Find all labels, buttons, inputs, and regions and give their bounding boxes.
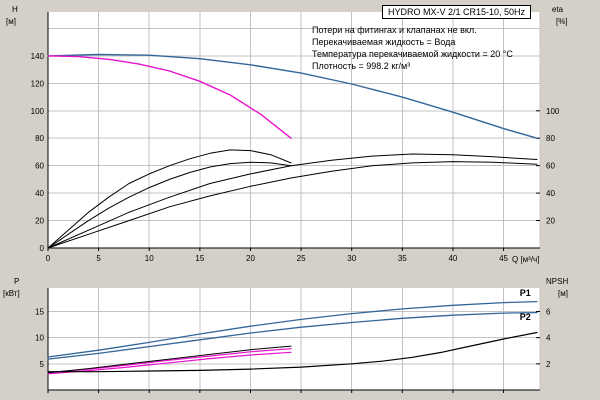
svg-text:60: 60	[35, 162, 44, 171]
svg-text:5: 5	[96, 254, 101, 263]
svg-text:10: 10	[145, 254, 154, 263]
svg-text:20: 20	[35, 217, 44, 226]
svg-text:[м]: [м]	[558, 289, 568, 298]
svg-text:P2: P2	[520, 312, 531, 322]
annotation-losses: Потери на фитингах и клапанах не вкл.	[312, 25, 477, 35]
svg-text:5: 5	[40, 360, 45, 369]
svg-text:100: 100	[31, 107, 45, 116]
svg-text:15: 15	[35, 308, 44, 317]
svg-text:2: 2	[546, 360, 551, 369]
svg-text:[кВт]: [кВт]	[3, 289, 20, 298]
annotation-temperature: Температура перекачиваемой жидкости = 20…	[312, 49, 513, 59]
svg-text:[м]: [м]	[6, 17, 16, 26]
svg-text:6: 6	[546, 308, 551, 317]
svg-text:4: 4	[546, 334, 551, 343]
svg-text:15: 15	[195, 254, 204, 263]
svg-text:100: 100	[546, 107, 560, 116]
svg-text:eta: eta	[552, 5, 564, 14]
svg-text:40: 40	[448, 254, 457, 263]
power-npsh-chart: 5 10 15 2 4 6 P [кВт] NPSH [м] P1 P2	[3, 277, 568, 393]
svg-text:NPSH: NPSH	[546, 277, 568, 286]
annotation-liquid: Перекачиваемая жидкость = Вода	[312, 37, 456, 47]
svg-text:10: 10	[35, 334, 44, 343]
annotation-density: Плотность = 998.2 кг/м³	[312, 61, 411, 71]
svg-text:P1: P1	[520, 288, 531, 298]
svg-text:45: 45	[499, 254, 508, 263]
head-efficiency-chart: 0 20 40 60 80 100 120 140 20 40 60 80 100 0 5 10 15 20 25 3…	[6, 5, 568, 264]
svg-text:0: 0	[40, 244, 45, 253]
svg-text:80: 80	[546, 134, 555, 143]
svg-text:140: 140	[31, 52, 45, 61]
chart-annotations: Потери на фитингах и клапанах не вкл. Пе…	[312, 24, 513, 72]
svg-text:40: 40	[35, 189, 44, 198]
svg-text:35: 35	[398, 254, 407, 263]
pump-title-box: HYDRO MX-V 2/1 CR15-10, 50Hz	[382, 5, 532, 19]
svg-text:P: P	[14, 277, 19, 286]
svg-text:25: 25	[297, 254, 306, 263]
svg-text:20: 20	[246, 254, 255, 263]
svg-text:H: H	[12, 5, 18, 14]
svg-text:120: 120	[31, 79, 45, 88]
svg-text:Q [м³/ч]: Q [м³/ч]	[512, 255, 539, 264]
svg-text:[%]: [%]	[556, 17, 568, 26]
svg-text:80: 80	[35, 134, 44, 143]
svg-text:30: 30	[347, 254, 356, 263]
svg-text:0: 0	[46, 254, 51, 263]
svg-text:60: 60	[546, 162, 555, 171]
svg-text:40: 40	[546, 189, 555, 198]
svg-text:20: 20	[546, 217, 555, 226]
